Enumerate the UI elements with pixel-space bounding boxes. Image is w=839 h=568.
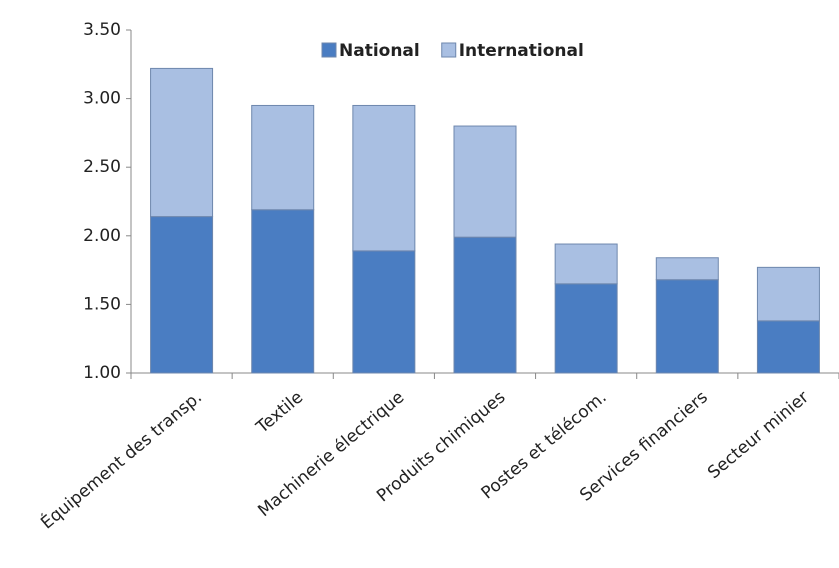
bar-segment [554, 283, 618, 374]
y-tick-label: 3.50 [83, 20, 121, 40]
bar-segment [554, 243, 618, 285]
y-tick-label: 1.50 [83, 294, 121, 314]
bar-segment [453, 236, 517, 374]
legend-swatch [321, 42, 337, 58]
bar-segment [756, 320, 820, 374]
bar-segment [352, 104, 416, 252]
bar-segment [150, 67, 214, 218]
x-tick-label: Équipement des transp. [36, 386, 206, 534]
bar-segment [453, 125, 517, 238]
bar-segment [655, 279, 719, 374]
bar-segment [251, 209, 315, 374]
bar-segment [756, 266, 820, 322]
bar-segment [251, 104, 315, 211]
bar-segment [352, 250, 416, 374]
legend-swatch [441, 42, 457, 58]
legend-label: National [339, 41, 420, 61]
bar-segment [150, 216, 214, 374]
y-tick-label: 2.00 [83, 226, 121, 246]
y-tick-label: 3.00 [83, 89, 121, 109]
y-tick-label: 1.00 [83, 363, 121, 383]
y-tick-label: 2.50 [83, 157, 121, 177]
bar-segment [655, 257, 719, 281]
x-tick-label: Textile [252, 387, 307, 438]
legend-label: International [459, 41, 584, 61]
x-tick-label: Secteur minier [704, 387, 813, 483]
